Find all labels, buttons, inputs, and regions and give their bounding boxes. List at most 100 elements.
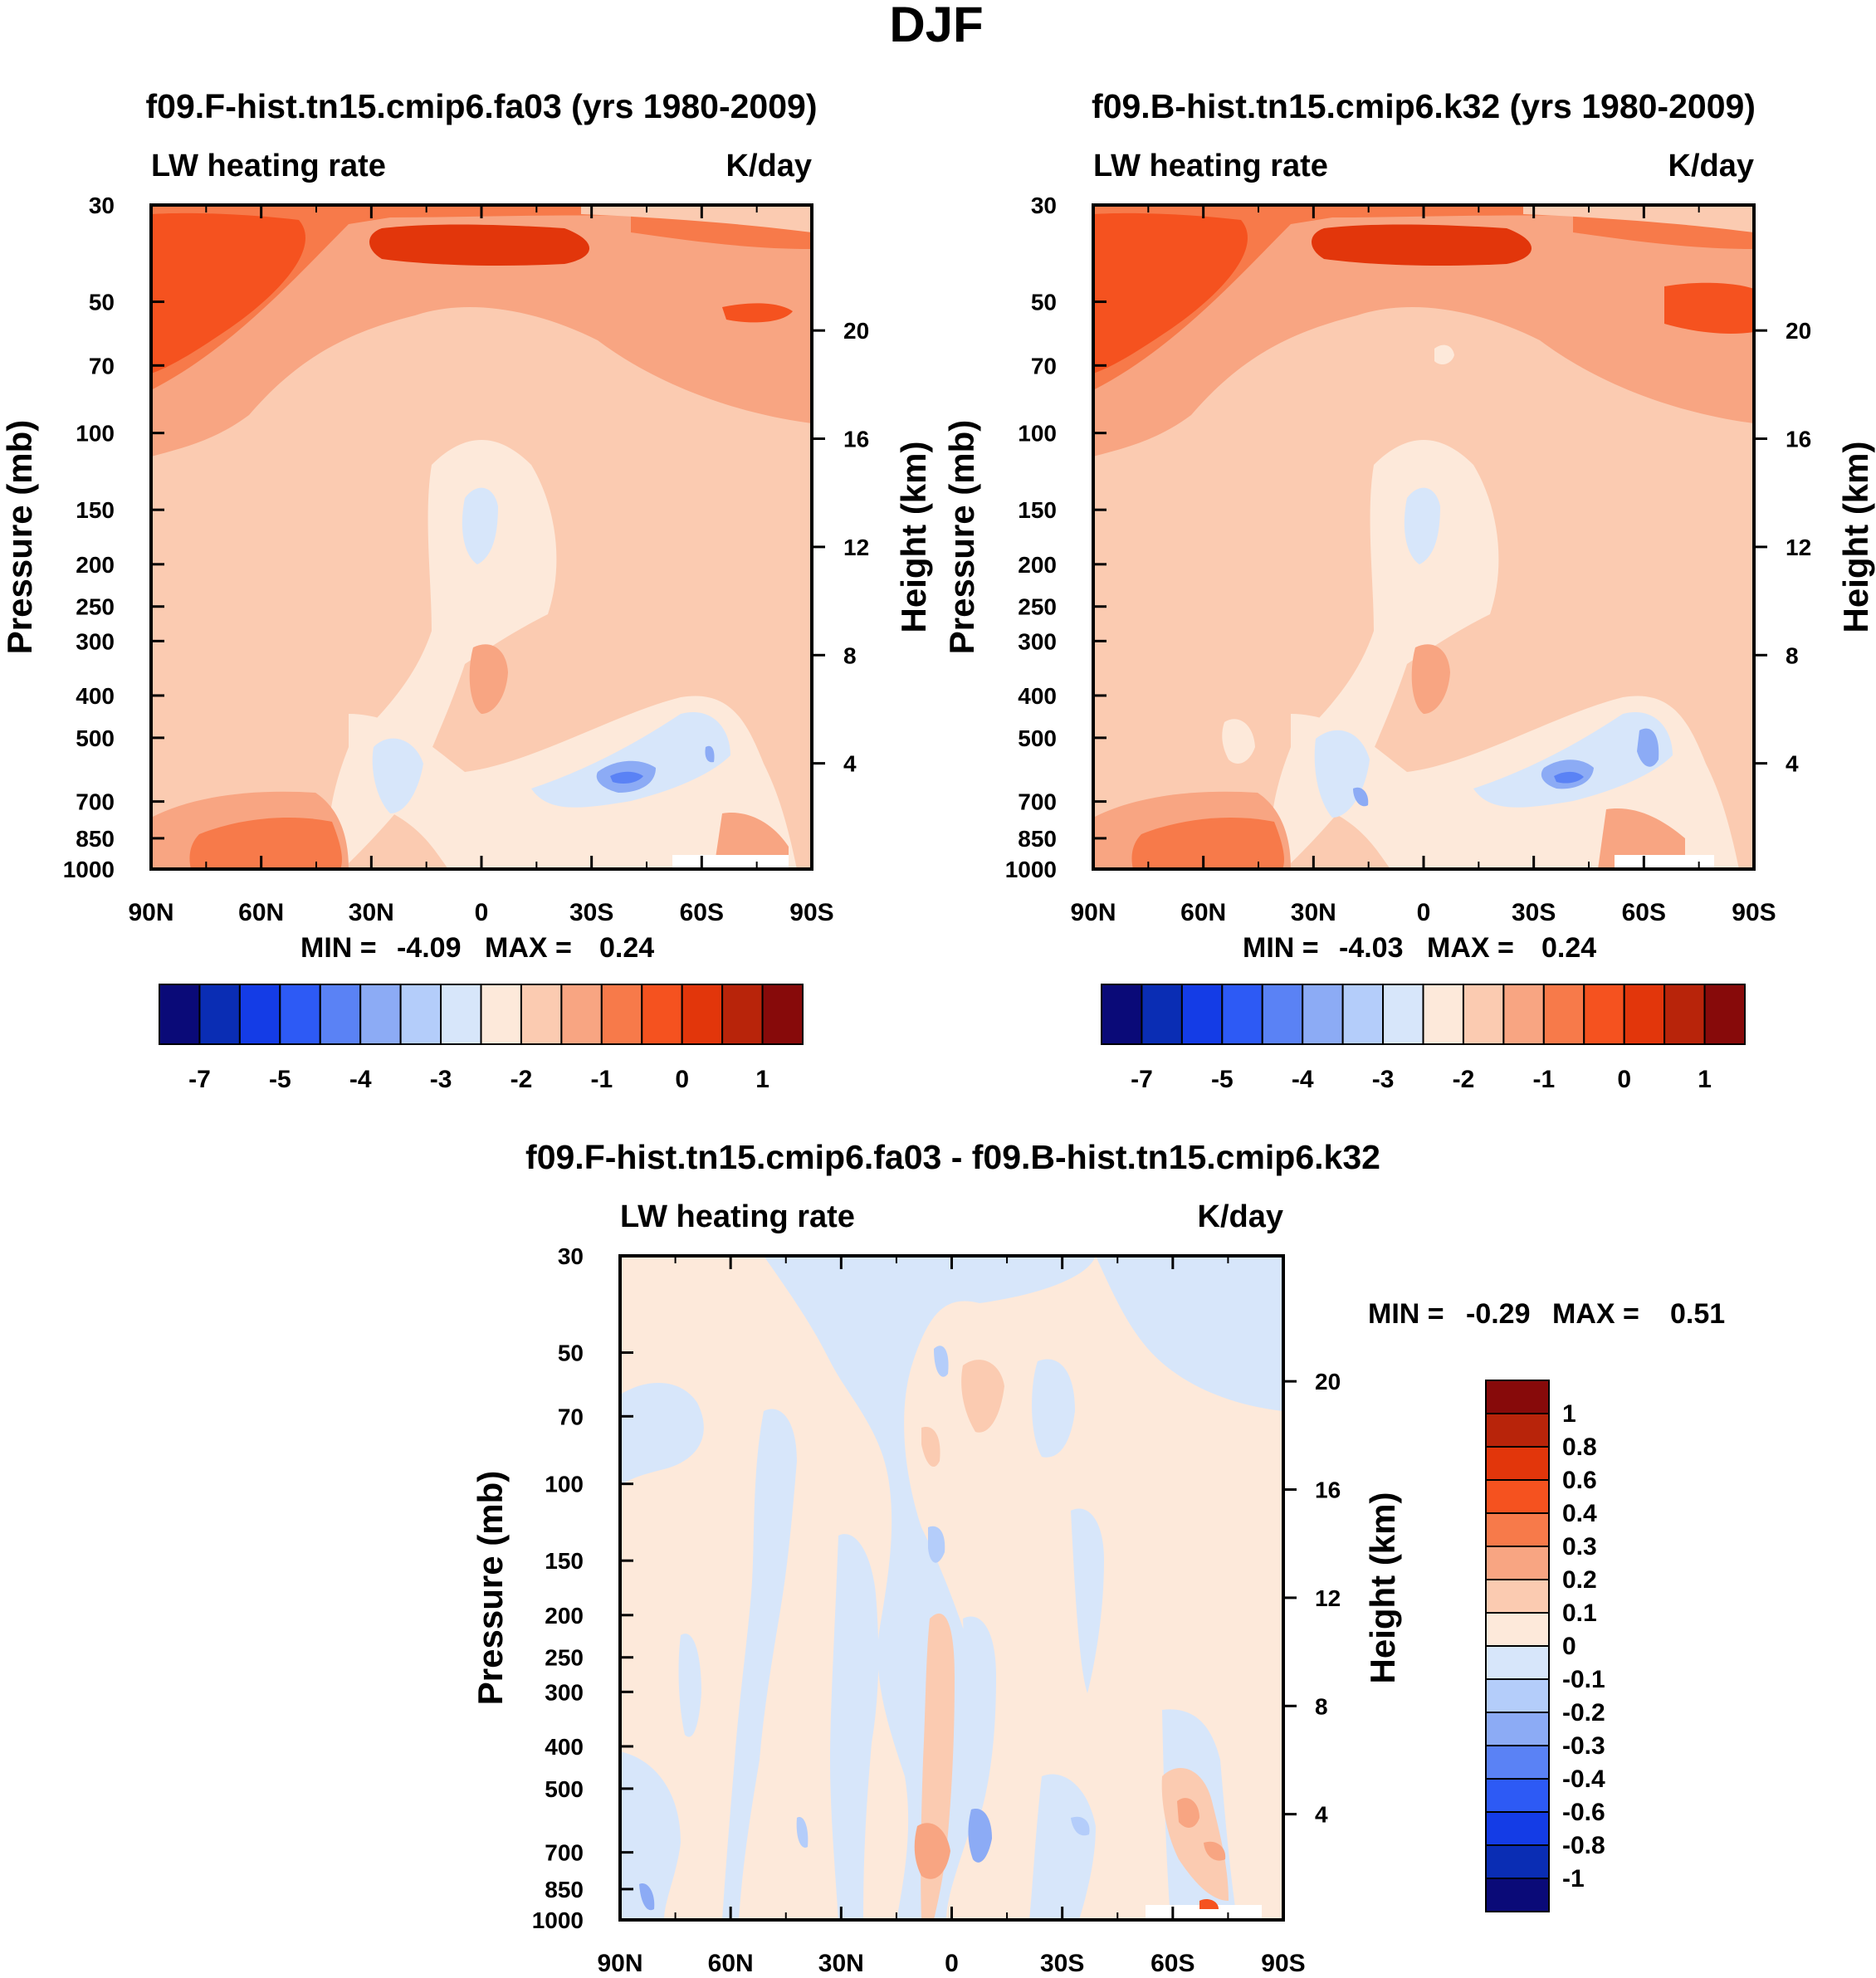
y-tick-label: 850	[76, 826, 115, 852]
figure-title: DJF	[889, 0, 983, 52]
colorbar-swatch	[1485, 1844, 1550, 1879]
panel-right: f09.B-hist.tn15.cmip6.k32 (yrs 1980-2009…	[942, 87, 1875, 1093]
x-tick-label: 60N	[1180, 899, 1226, 926]
y2-tick-label: 8	[1315, 1693, 1328, 1719]
colorbar-label: -1	[590, 1066, 613, 1093]
colorbar-label: -4	[349, 1066, 372, 1093]
y-tick-label: 300	[545, 1679, 584, 1705]
panel-left-min-value: -4.09	[397, 932, 462, 964]
colorbar-label: 0	[675, 1066, 689, 1093]
colorbar-swatch	[1221, 984, 1263, 1045]
panel-difference-min-value: -0.29	[1466, 1298, 1531, 1330]
x-tick-label: 30N	[349, 899, 394, 926]
y-tick-label: 250	[545, 1645, 584, 1671]
panel-left-title: f09.F-hist.tn15.cmip6.fa03 (yrs 1980-200…	[146, 87, 818, 125]
colorbar-swatch	[279, 984, 321, 1045]
y-tick-label: 70	[89, 353, 115, 379]
panel-difference-axes: 90N 60N 30N 0 30S 60S 90S 30 50 70 100 150 200 250 300…	[532, 1243, 1341, 1977]
colorbar-label: 0.1	[1562, 1599, 1597, 1627]
y-tick-label: 1000	[63, 857, 115, 882]
panel-difference-y2label: Height (km)	[1363, 1492, 1402, 1684]
colorbar-swatch	[1583, 984, 1625, 1045]
colorbar-swatch	[198, 984, 241, 1045]
y-tick-label: 150	[1018, 497, 1057, 523]
colorbar-swatch	[1382, 984, 1424, 1045]
x-tick-label: 0	[475, 899, 489, 926]
y-tick-label: 100	[1018, 421, 1057, 447]
y-tick-label: 150	[76, 497, 115, 523]
colorbar-swatch	[1302, 984, 1344, 1045]
x-tick-label: 90N	[128, 899, 173, 926]
colorbar-swatch	[1485, 1612, 1550, 1647]
y-tick-label: 50	[1031, 290, 1057, 315]
y-tick-label: 70	[1031, 353, 1057, 379]
panel-right-max-value: 0.24	[1541, 932, 1596, 964]
colorbar-swatch	[159, 984, 201, 1045]
x-tick-label: 90S	[1732, 899, 1776, 926]
colorbar-label: -3	[1372, 1066, 1395, 1093]
colorbar-swatch	[1141, 984, 1183, 1045]
colorbar-label: -4	[1292, 1066, 1314, 1093]
panel-right-axes: 90N 60N 30N 0 30S 60S 90S 30 50 70 100 150 200 250 300…	[1005, 193, 1811, 926]
y-tick-label: 200	[1018, 552, 1057, 578]
colorbar-swatch	[1485, 1546, 1550, 1580]
colorbar-swatch	[1485, 1413, 1550, 1448]
colorbar-swatch	[761, 984, 804, 1045]
colorbar-swatch	[681, 984, 724, 1045]
colorbar-label: -0.1	[1562, 1666, 1605, 1693]
panel-left-max-label: MAX =	[485, 932, 572, 964]
colorbar-swatch	[1485, 1778, 1550, 1813]
colorbar-swatch	[1341, 984, 1385, 1045]
y2-tick-label: 20	[1786, 318, 1811, 344]
colorbar-swatch	[1485, 1446, 1550, 1481]
colorbar-swatch	[1485, 1380, 1550, 1414]
y2-tick-label: 8	[843, 642, 857, 668]
colorbar-label: 0.8	[1562, 1433, 1597, 1461]
panel-left-field	[151, 205, 812, 869]
panel-right-min-value: -4.03	[1339, 932, 1404, 964]
colorbar-label: -5	[269, 1066, 291, 1093]
x-tick-label: 60S	[680, 899, 724, 926]
x-tick-label: 60S	[1151, 1950, 1194, 1977]
colorbar-swatch	[480, 984, 522, 1045]
panel-right-min-label: MIN =	[1243, 932, 1319, 964]
colorbar-swatch	[520, 984, 563, 1045]
panel-left-ylabel: Pressure (mb)	[0, 420, 39, 654]
colorbar-label: -0.2	[1562, 1699, 1605, 1726]
colorbar-label: -0.4	[1562, 1766, 1605, 1793]
colorbar-swatch	[1485, 1678, 1550, 1713]
colorbar-swatch	[1485, 1512, 1550, 1547]
y-tick-label: 700	[76, 789, 115, 815]
colorbar-label: -7	[1131, 1066, 1153, 1093]
y2-tick-label: 4	[1315, 1802, 1328, 1828]
y-tick-label: 850	[1018, 826, 1057, 852]
colorbar-swatch	[1485, 1745, 1550, 1780]
panel-difference-max-label: MAX =	[1552, 1298, 1639, 1330]
panel-left-colorbar: -7 -5 -4 -3 -2 -1 0 1	[159, 984, 804, 1093]
y-tick-label: 100	[545, 1472, 584, 1497]
panel-difference-title: f09.F-hist.tn15.cmip6.fa03 - f09.B-hist.…	[525, 1138, 1380, 1176]
colorbar-label: -2	[1453, 1066, 1475, 1093]
y-tick-label: 250	[1018, 594, 1057, 620]
panel-left-min-label: MIN =	[300, 932, 377, 964]
colorbar-swatch	[1623, 984, 1666, 1045]
x-tick-label: 60N	[238, 899, 284, 926]
colorbar-label: 0.3	[1562, 1533, 1597, 1560]
y-tick-label: 30	[558, 1243, 584, 1269]
x-tick-label: 30S	[1512, 899, 1556, 926]
colorbar-label: 1	[1698, 1066, 1712, 1093]
y2-tick-label: 16	[843, 427, 869, 452]
y-tick-label: 850	[545, 1877, 584, 1902]
colorbar-swatch	[1180, 984, 1224, 1045]
colorbar-swatch	[1101, 984, 1143, 1045]
y-tick-label: 400	[76, 683, 115, 709]
y-tick-label: 400	[545, 1734, 584, 1760]
x-tick-label: 0	[945, 1950, 959, 1977]
colorbar-swatch	[600, 984, 643, 1045]
panel-difference-max-value: 0.51	[1670, 1298, 1725, 1330]
colorbar-label: 0	[1617, 1066, 1631, 1093]
colorbar-label: -0.6	[1562, 1799, 1605, 1826]
x-tick-label: 90S	[789, 899, 833, 926]
x-tick-label: 30S	[1040, 1950, 1084, 1977]
